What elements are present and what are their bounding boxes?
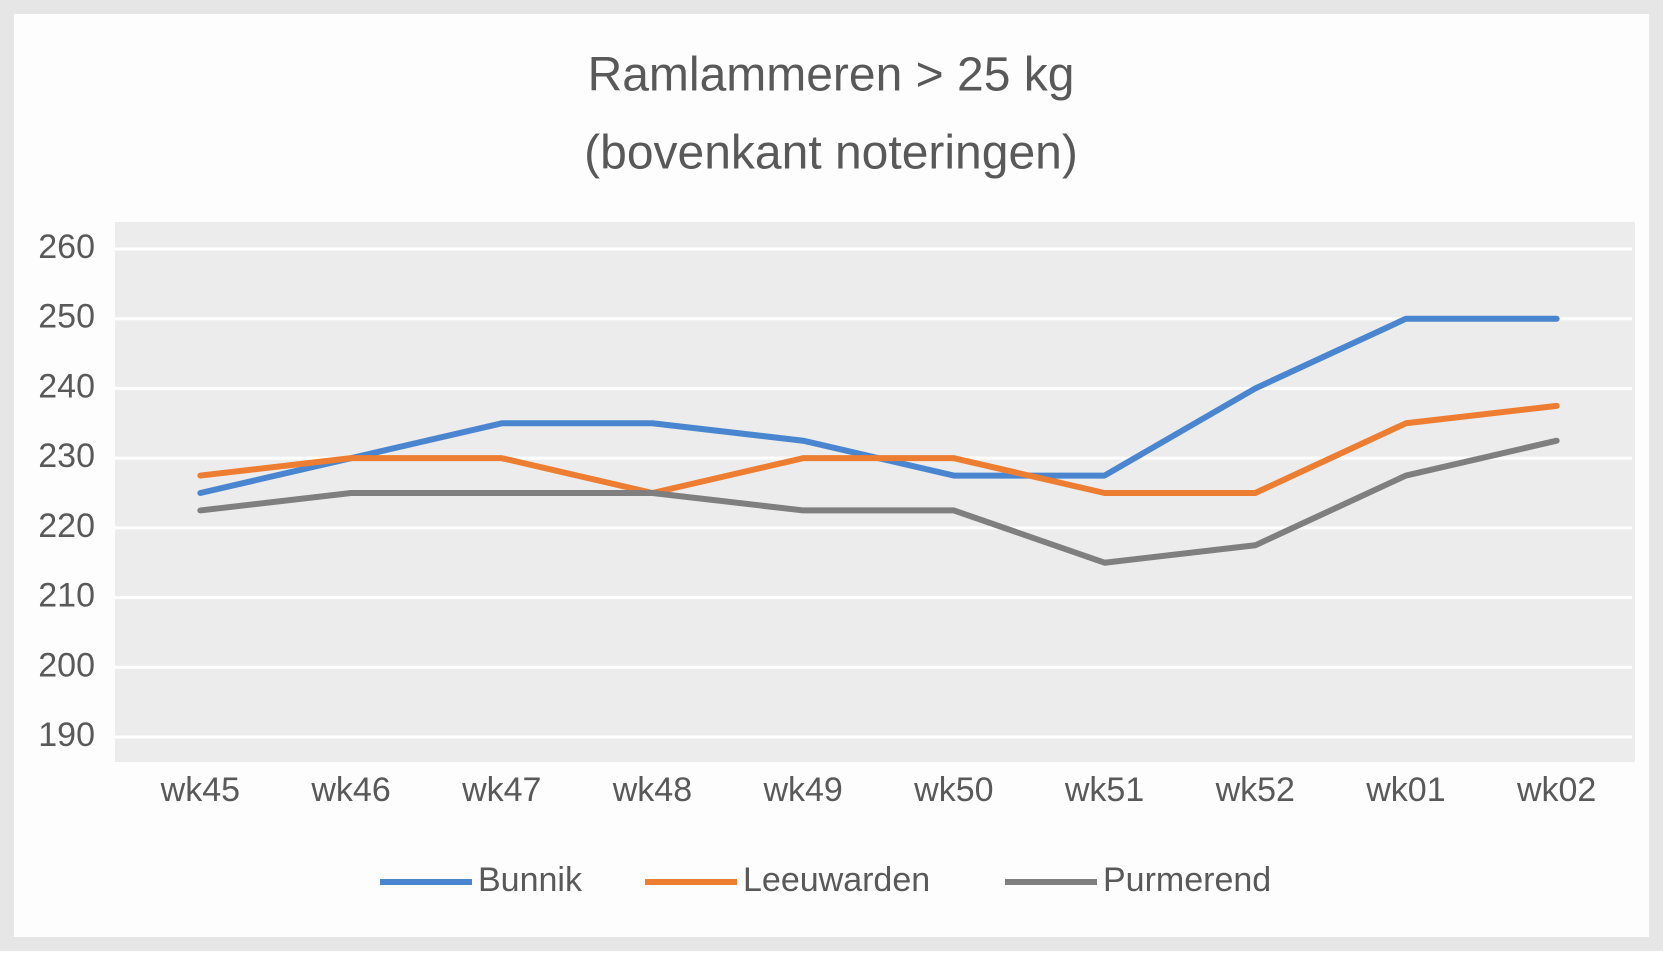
y-tick-label: 220	[38, 507, 95, 545]
y-tick-label: 250	[38, 298, 95, 336]
series-line	[197, 437, 1560, 566]
legend-label: Bunnik	[478, 861, 583, 899]
x-tick-label: wk45	[160, 771, 240, 809]
x-tick-label: wk52	[1215, 771, 1295, 809]
y-tick-label: 200	[38, 646, 95, 684]
series-line	[197, 402, 1560, 496]
x-tick-label: wk46	[310, 771, 390, 809]
chart-title: (bovenkant noteringen)	[584, 127, 1078, 180]
legend-label: Purmerend	[1103, 861, 1271, 899]
x-tick-label: wk01	[1365, 771, 1445, 809]
x-tick-label: wk49	[762, 771, 842, 809]
y-tick-label: 260	[38, 228, 95, 266]
chart-title: Ramlammeren > 25 kg	[588, 49, 1075, 102]
x-tick-label: wk02	[1516, 771, 1596, 809]
legend-label: Leeuwarden	[743, 861, 930, 899]
y-tick-label: 190	[38, 716, 95, 754]
y-tick-label: 210	[38, 577, 95, 615]
y-tick-label: 230	[38, 437, 95, 475]
x-tick-label: wk47	[461, 771, 541, 809]
y-tick-label: 240	[38, 367, 95, 405]
x-tick-label: wk51	[1064, 771, 1144, 809]
x-tick-label: wk50	[913, 771, 993, 809]
x-tick-label: wk48	[612, 771, 692, 809]
